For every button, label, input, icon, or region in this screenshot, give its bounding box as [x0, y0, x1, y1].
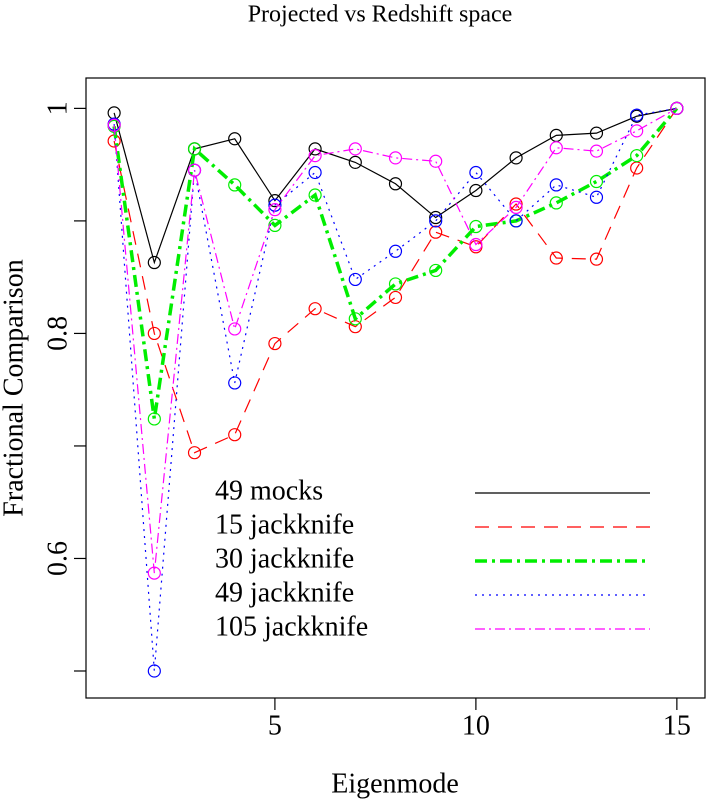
data-point	[469, 237, 483, 252]
data-point	[228, 376, 242, 390]
data-point	[429, 263, 443, 278]
series-line	[112, 107, 679, 420]
data-point	[187, 142, 202, 156]
data-point	[308, 149, 322, 163]
data-point	[589, 190, 604, 204]
data-point	[147, 412, 161, 426]
y-axis-label: Fractional Comparison	[0, 259, 29, 516]
data-point	[348, 142, 362, 156]
data-point	[589, 126, 604, 140]
x-tick-label: 15	[663, 710, 691, 741]
data-point	[509, 214, 523, 228]
data-point	[228, 178, 242, 192]
data-point	[107, 118, 121, 132]
data-point	[469, 183, 483, 198]
data-point	[308, 142, 322, 156]
data-point	[670, 101, 684, 115]
data-point	[469, 219, 483, 234]
data-point	[630, 124, 644, 138]
data-point	[429, 154, 443, 168]
data-point	[187, 163, 202, 177]
y-tick-label: 0.8	[42, 316, 73, 351]
y-tick-label: 1	[42, 101, 73, 115]
data-point	[589, 144, 604, 158]
data-point	[268, 218, 282, 233]
data-point	[308, 165, 322, 180]
legend-label: 49 jackknife	[215, 577, 354, 608]
data-point	[228, 428, 242, 442]
data-point	[549, 196, 563, 210]
data-point	[630, 149, 644, 163]
series-line	[113, 107, 678, 574]
x-axis-label: Eigenmode	[331, 768, 459, 799]
data-point	[388, 177, 403, 191]
data-point	[348, 272, 362, 287]
data-point	[509, 200, 523, 215]
data-point	[348, 155, 362, 169]
data-point	[228, 132, 242, 146]
legend-label: 105 jackknife	[215, 611, 368, 642]
legend-label: 49 mocks	[215, 475, 323, 506]
data-point	[348, 312, 362, 326]
data-point	[549, 251, 563, 265]
data-point	[187, 446, 202, 460]
data-point	[388, 290, 403, 305]
data-point	[509, 197, 523, 211]
data-point	[228, 322, 242, 336]
data-point	[429, 210, 443, 225]
series-line	[113, 107, 677, 265]
data-point	[268, 336, 282, 351]
data-point	[388, 277, 403, 291]
data-point	[469, 165, 483, 180]
y-tick-label: 0.6	[42, 541, 73, 576]
x-tick-label: 10	[462, 710, 490, 741]
data-point	[308, 302, 322, 316]
data-point	[147, 326, 161, 341]
data-point	[147, 664, 161, 678]
data-point	[268, 203, 282, 217]
data-point	[589, 252, 604, 266]
data-point	[429, 225, 443, 239]
data-point	[308, 188, 322, 202]
legend-label: 15 jackknife	[215, 509, 354, 540]
data-point	[589, 174, 604, 189]
data-point	[549, 141, 563, 155]
chart-title: Projected vs Redshift space	[248, 2, 513, 28]
legend-label: 30 jackknife	[215, 543, 354, 574]
data-point	[147, 255, 161, 270]
data-point	[388, 151, 403, 165]
data-point	[147, 566, 161, 580]
plot-frame	[85, 77, 706, 699]
data-point	[509, 151, 523, 165]
x-tick-label: 5	[268, 710, 282, 741]
data-point	[630, 108, 644, 122]
data-point	[429, 214, 443, 228]
data-point	[388, 244, 403, 258]
series-line	[113, 108, 678, 454]
data-point	[549, 178, 563, 192]
